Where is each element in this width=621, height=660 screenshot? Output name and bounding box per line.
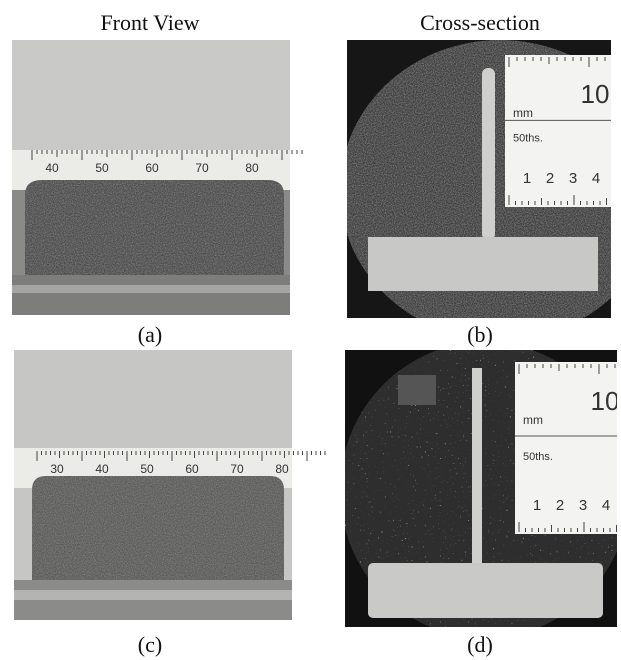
ruler-label: 80 <box>275 462 289 476</box>
ruler-label: 60 <box>185 462 199 476</box>
ruler-label: 70 <box>230 462 244 476</box>
panel-label: (c) <box>138 632 162 657</box>
photo-front-a: 40 50 60 70 80 <box>12 40 302 315</box>
column-header: Cross-section <box>420 10 540 35</box>
ruler-label: 50ths. <box>523 451 553 463</box>
panel-label: (a) <box>138 322 162 347</box>
photo-front-c: 30 40 50 60 70 80 <box>14 350 325 620</box>
ruler-label: 3 <box>569 170 577 187</box>
ruler-label: 30 <box>50 462 64 476</box>
ruler-label: 4 <box>592 170 600 187</box>
ruler-label: 1 <box>533 497 541 514</box>
ruler-label: 10 <box>591 386 620 416</box>
ruler-label: 50 <box>95 161 109 175</box>
ruler-label: 60 <box>145 161 159 175</box>
ruler-label: 1 <box>523 170 531 187</box>
panel-label: (d) <box>467 632 493 657</box>
ruler-label: 3 <box>579 497 587 514</box>
ruler-label: mm <box>523 413 543 427</box>
ruler-label: 40 <box>45 161 59 175</box>
panel-label: (b) <box>467 322 493 347</box>
ruler-label: 50 <box>140 462 154 476</box>
column-header: Front View <box>100 10 199 35</box>
ruler-label: 10 <box>581 79 610 109</box>
ruler-label: 4 <box>602 497 610 514</box>
ruler-label: 2 <box>546 170 554 187</box>
ruler-label: 50ths. <box>513 133 543 145</box>
ruler-label: 2 <box>556 497 564 514</box>
figure: Front View Cross-section 4050607080 (a) … <box>0 0 621 660</box>
ruler-label: 80 <box>245 161 259 175</box>
ruler-label: 70 <box>195 161 209 175</box>
ruler-label: 40 <box>95 462 109 476</box>
ruler-label: mm <box>513 106 533 120</box>
